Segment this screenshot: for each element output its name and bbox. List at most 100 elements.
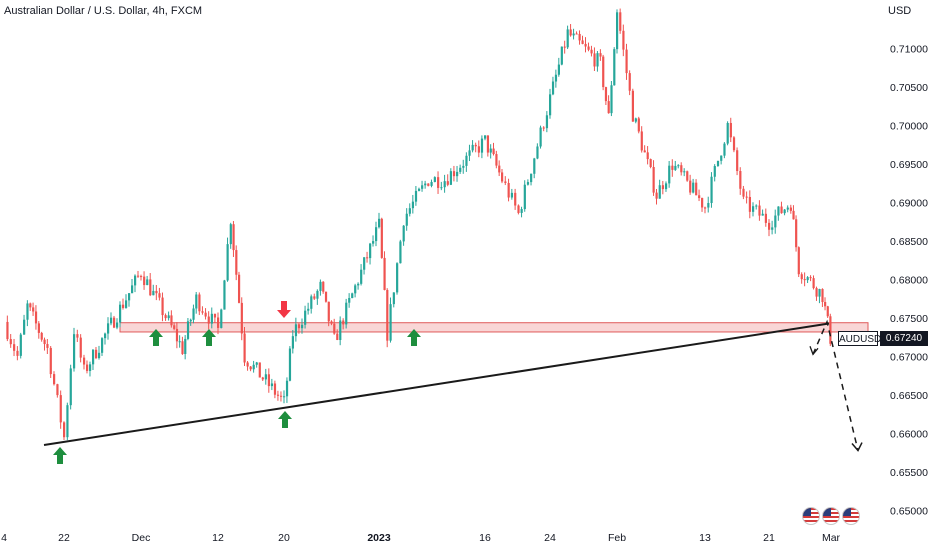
candle-body (399, 241, 402, 264)
chart-title: Australian Dollar / U.S. Dollar, 4h, FXC… (4, 5, 203, 17)
candle-body (354, 285, 357, 294)
candle-body (285, 380, 289, 397)
candle-body (360, 269, 363, 284)
y-tick-label: 0.69000 (890, 198, 928, 210)
x-tick-label: 21 (763, 532, 775, 544)
buy-arrow-icon (149, 329, 163, 346)
candle-body (213, 313, 217, 318)
candle-body (79, 337, 82, 358)
candle-body (175, 328, 179, 342)
candle-body (716, 160, 720, 167)
candle-body (106, 323, 110, 334)
candle-body (389, 304, 392, 341)
y-tick-label: 0.69500 (890, 159, 928, 171)
candle-body (258, 362, 261, 378)
candle-body (37, 323, 40, 333)
candle-body (557, 64, 560, 75)
event-flags[interactable] (802, 507, 878, 527)
candle-body (85, 364, 89, 371)
candle-body (812, 278, 815, 289)
candle-body (698, 195, 701, 199)
candle-body (664, 183, 668, 190)
candle-body (668, 165, 671, 184)
candle-body (342, 320, 345, 325)
candle-body (88, 364, 92, 371)
candle-body (345, 302, 348, 325)
candle-body (824, 302, 827, 307)
candle-body (408, 208, 411, 214)
candle-body (100, 338, 104, 353)
candle-body (178, 341, 181, 343)
candle-body (348, 297, 351, 303)
candle-body (319, 281, 322, 291)
x-tick-label: 4 (1, 532, 7, 544)
candle-body (405, 213, 408, 226)
y-tick-label: 0.70500 (890, 82, 928, 94)
candle-body (783, 209, 786, 214)
candle-body (616, 12, 619, 50)
candle-body (72, 334, 76, 369)
candle-body (220, 309, 223, 328)
candle-body (692, 182, 695, 193)
y-tick-label: 0.68500 (890, 236, 928, 248)
candle-body (210, 313, 213, 324)
candle-body (545, 115, 549, 129)
candle-body (417, 188, 421, 191)
candle-body (184, 338, 187, 354)
event-flag-icon[interactable] (822, 507, 840, 525)
candle-body (452, 171, 456, 177)
event-flag-icon[interactable] (842, 507, 860, 525)
x-tick-label: 2023 (367, 532, 391, 544)
candle-body (646, 152, 649, 160)
candle-body (109, 317, 113, 324)
candle-body (792, 210, 795, 220)
x-tick-label: Feb (608, 532, 626, 544)
candle-body (23, 319, 26, 335)
candle-body (713, 166, 716, 177)
buy-arrow-shape (407, 329, 421, 346)
candle-body (264, 374, 267, 380)
candle-body (707, 203, 710, 208)
candle-body (372, 241, 375, 244)
candle-body (504, 181, 507, 183)
candle-body (587, 46, 590, 50)
candle-body (795, 219, 798, 248)
candle-body (468, 150, 471, 156)
candle-body (780, 206, 783, 214)
candle-body (477, 146, 480, 153)
candle-body (201, 311, 204, 313)
candle-body (378, 218, 381, 228)
x-tick-label: 16 (479, 532, 491, 544)
candle-body (510, 192, 514, 198)
candle-body (252, 364, 255, 370)
candle-body (76, 334, 79, 338)
candle-body (97, 352, 101, 359)
candle-body (549, 94, 552, 116)
candle-body (683, 171, 686, 173)
candle-body (29, 303, 32, 308)
candle-body (530, 173, 533, 183)
candle-body (152, 290, 155, 296)
candle-body (243, 333, 246, 363)
candle-body (462, 165, 465, 168)
candle-body (720, 155, 723, 161)
candle-body (726, 122, 729, 144)
candle-body (140, 276, 143, 278)
candle-body (797, 247, 800, 275)
candle-body (480, 138, 484, 153)
candle-body (649, 159, 652, 168)
candle-body (569, 29, 572, 36)
candle-body (357, 283, 360, 286)
buy-arrow-icon (407, 329, 421, 346)
candle-body (322, 281, 325, 292)
candle-body (192, 308, 195, 320)
candle-body (489, 148, 492, 153)
candle-body (542, 127, 545, 129)
buy-arrow-shape (202, 329, 216, 346)
event-flag-icon[interactable] (802, 507, 820, 525)
candle-body (363, 257, 366, 270)
candle-body (267, 374, 271, 387)
candle-body (297, 324, 301, 329)
